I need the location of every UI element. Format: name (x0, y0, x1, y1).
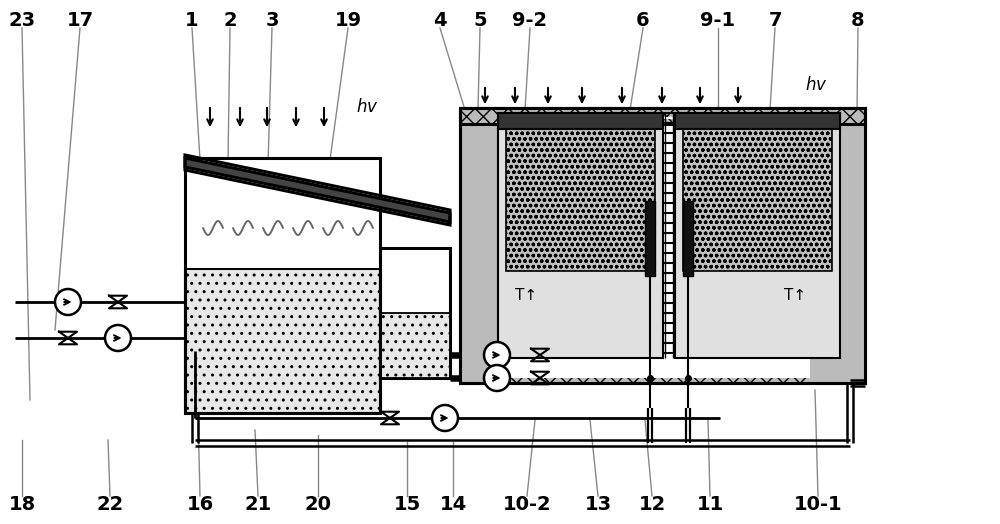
Bar (498, 113, 663, 358)
Polygon shape (185, 158, 450, 222)
Text: 16: 16 (186, 495, 214, 514)
Text: 15: 15 (393, 495, 421, 514)
Bar (465, 113, 860, 378)
Text: 20: 20 (304, 495, 332, 514)
Text: 12: 12 (638, 495, 666, 514)
Text: 18: 18 (8, 495, 36, 514)
Text: 14: 14 (439, 495, 467, 514)
Circle shape (484, 365, 510, 391)
Bar (460, 108, 865, 383)
Text: 21: 21 (244, 495, 272, 514)
Bar (675, 113, 840, 358)
Text: 10-1: 10-1 (794, 495, 842, 514)
Text: 1: 1 (185, 10, 199, 29)
Text: 23: 23 (8, 10, 36, 29)
Text: 4: 4 (433, 10, 447, 29)
Text: 9-2: 9-2 (512, 10, 548, 29)
Text: 3: 3 (265, 10, 279, 29)
Bar (460, 108, 498, 383)
Circle shape (432, 405, 458, 431)
Text: T↑: T↑ (784, 289, 806, 303)
Text: 2: 2 (223, 10, 237, 29)
Bar (380, 248, 450, 378)
Text: 8: 8 (851, 10, 865, 29)
Bar (380, 313, 450, 378)
Bar (506, 129, 655, 271)
Circle shape (105, 325, 131, 351)
Bar (185, 268, 380, 413)
Text: 9-1: 9-1 (700, 10, 736, 29)
Text: 11: 11 (696, 495, 724, 514)
Circle shape (484, 342, 510, 368)
Bar (460, 108, 865, 383)
Text: T↑: T↑ (515, 289, 537, 303)
Bar (185, 158, 380, 268)
Text: 7: 7 (768, 10, 782, 29)
Bar (460, 108, 865, 124)
Bar (683, 201, 693, 276)
Text: 22: 22 (96, 495, 124, 514)
Text: 10-2: 10-2 (503, 495, 551, 514)
Bar (675, 113, 840, 129)
Bar (498, 113, 663, 129)
Circle shape (55, 289, 81, 315)
Text: 13: 13 (584, 495, 612, 514)
Bar (683, 129, 832, 271)
Bar (185, 158, 380, 413)
Bar (645, 201, 655, 276)
Text: $hv$: $hv$ (805, 76, 828, 94)
Text: $hv$: $hv$ (356, 98, 379, 116)
Text: 19: 19 (334, 10, 362, 29)
Text: 17: 17 (66, 10, 94, 29)
Text: 5: 5 (473, 10, 487, 29)
Text: 6: 6 (636, 10, 650, 29)
Bar (810, 108, 865, 383)
